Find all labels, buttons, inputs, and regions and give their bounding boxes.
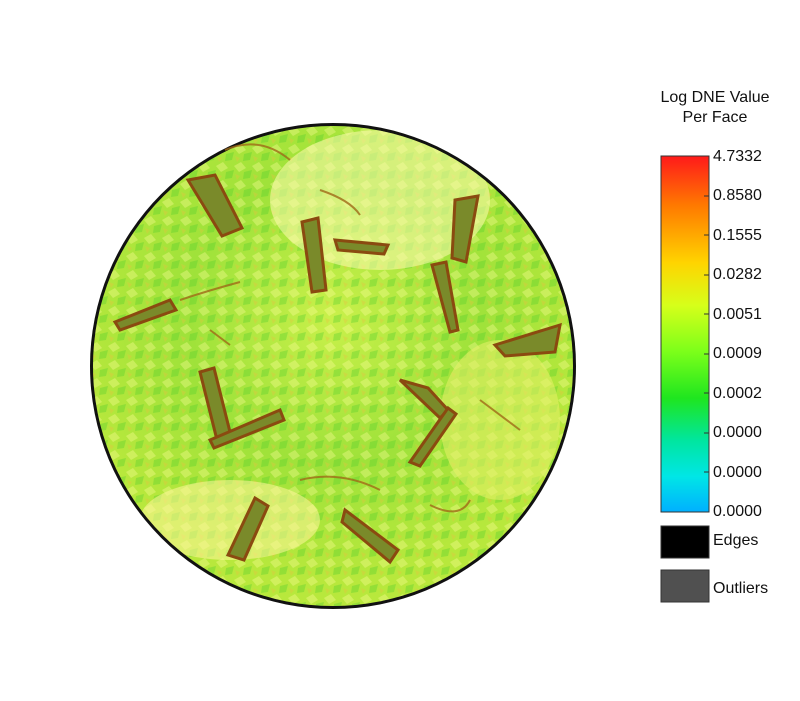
outliers-label: Outliers [713,580,769,597]
crystal-features [112,173,562,565]
legend-title-line2: Per Face [682,109,748,126]
legend-title-line1: Log DNE Value [660,89,770,106]
tick-label: 0.1555 [713,227,762,244]
tick-label: 0.0000 [713,424,762,441]
colorbar [660,155,710,513]
tick-label: 0.0009 [713,345,762,362]
edges-label: Edges [713,532,759,549]
sample-disc [90,123,576,609]
tick-label: 0.8580 [713,187,762,204]
edges-swatch [660,525,710,559]
tick-label: 0.0051 [713,306,762,323]
tick-label: 0.0000 [713,503,762,520]
tick-label: 0.0000 [713,464,762,481]
tick-label: 0.0282 [713,266,762,283]
outliers-swatch [660,569,710,603]
tick-label: 0.0002 [713,385,762,402]
legend-title: Log DNE Value Per Face [640,88,790,128]
tick-label: 4.7332 [713,148,762,165]
colorbar-ticks [704,155,709,513]
